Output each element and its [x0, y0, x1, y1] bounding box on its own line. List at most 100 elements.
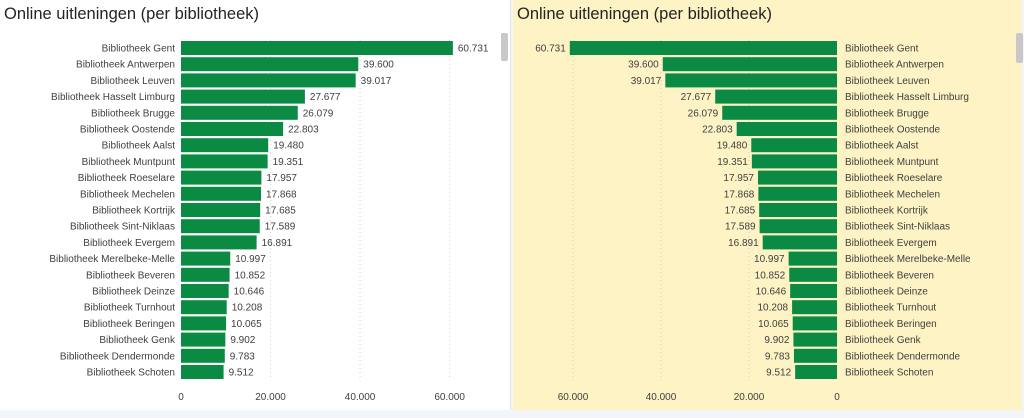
bar[interactable]: [181, 57, 359, 72]
bar[interactable]: [736, 122, 837, 136]
value-label: 10.997: [235, 254, 266, 265]
category-labels-right: Bibliotheek Gent Bibliotheek Antwerpen Bib…: [845, 44, 971, 379]
x-axis-ticks-right: 0 20.000 40.000 60.000: [558, 392, 841, 403]
value-labels-right: 60.731 39.600 39.017 27.677 26.079 22.803 19.4…: [535, 44, 791, 379]
scrollbar-right[interactable]: [1016, 33, 1023, 63]
bar[interactable]: [759, 203, 837, 217]
category-label: Bibliotheek Schoten: [87, 368, 175, 379]
value-label: 19.480: [273, 141, 304, 152]
bars-right: [569, 41, 837, 379]
bar[interactable]: [788, 251, 837, 266]
x-tick-label: 60.000: [558, 392, 589, 403]
category-label: Bibliotheek Roeselare: [78, 173, 176, 184]
category-labels-left: Bibliotheek Gent Bibliotheek Antwerpen Bib…: [49, 44, 176, 379]
category-label: Bibliotheek Leuven: [845, 76, 930, 87]
bar[interactable]: [757, 170, 837, 185]
category-label: Bibliotheek Muntpunt: [845, 157, 939, 168]
bar[interactable]: [751, 138, 837, 153]
bar[interactable]: [789, 267, 837, 282]
value-label: 19.480: [717, 141, 748, 152]
bar[interactable]: [181, 203, 261, 217]
x-tick-label: 40.000: [345, 392, 376, 403]
bar[interactable]: [665, 73, 837, 88]
category-label: Bibliotheek Brugge: [91, 108, 175, 119]
chart-title-right: Online uitleningen (per bibliotheek): [517, 5, 772, 23]
value-label: 19.351: [717, 157, 748, 168]
bar[interactable]: [758, 186, 837, 201]
bar[interactable]: [181, 235, 257, 250]
value-label: 9.783: [765, 351, 790, 362]
bar[interactable]: [715, 89, 837, 104]
value-label: 60.731: [458, 44, 489, 55]
x-tick-label: 0: [834, 392, 840, 403]
category-label: Bibliotheek Merelbeke-Melle: [845, 254, 971, 265]
value-label: 19.351: [273, 157, 304, 168]
value-label: 27.677: [310, 92, 341, 103]
bar[interactable]: [181, 41, 453, 55]
value-label: 39.600: [363, 60, 394, 71]
chart-panel-right: Online uitleningen (per bibliotheek) Bib…: [513, 0, 1023, 410]
scrollbar-left[interactable]: [501, 33, 508, 61]
category-label: Bibliotheek Antwerpen: [76, 60, 175, 71]
value-label: 26.079: [688, 108, 719, 119]
bar[interactable]: [759, 219, 837, 234]
bar[interactable]: [181, 186, 261, 201]
bar[interactable]: [792, 300, 837, 315]
x-tick-label: 0: [178, 392, 184, 403]
value-label: 39.017: [361, 76, 392, 87]
chart-panel-left: Online uitleningen (per bibliotheek) Bib…: [0, 0, 511, 410]
bar[interactable]: [751, 154, 837, 169]
bar[interactable]: [795, 365, 837, 379]
value-label: 17.685: [265, 206, 296, 217]
x-tick-label: 60.000: [434, 392, 465, 403]
bar[interactable]: [722, 105, 837, 120]
value-label: 10.208: [232, 303, 263, 314]
bar[interactable]: [181, 219, 260, 234]
value-label: 16.891: [728, 238, 759, 249]
bar[interactable]: [793, 332, 837, 347]
bar[interactable]: [790, 284, 837, 298]
bar[interactable]: [569, 41, 837, 55]
bar[interactable]: [181, 154, 268, 169]
bar[interactable]: [793, 348, 837, 363]
bar[interactable]: [181, 122, 284, 136]
bar[interactable]: [181, 284, 229, 298]
value-label: 22.803: [288, 125, 319, 136]
bar[interactable]: [181, 138, 269, 153]
bar[interactable]: [181, 300, 227, 315]
bar[interactable]: [181, 251, 231, 266]
category-label: Bibliotheek Muntpunt: [82, 157, 176, 168]
bar[interactable]: [792, 316, 837, 331]
bar[interactable]: [181, 89, 305, 104]
bar[interactable]: [181, 365, 224, 379]
value-label: 10.208: [757, 303, 788, 314]
bar[interactable]: [181, 73, 356, 88]
bar[interactable]: [181, 267, 230, 282]
bar[interactable]: [181, 105, 298, 120]
x-tick-label: 40.000: [646, 392, 677, 403]
value-label: 26.079: [303, 108, 334, 119]
value-label: 17.589: [265, 222, 296, 233]
value-labels-left: 60.731 39.600 39.017 27.677 26.079 22.803 19.4…: [229, 44, 489, 379]
category-label: Bibliotheek Dendermonde: [60, 351, 176, 362]
bar[interactable]: [181, 332, 226, 347]
value-label: 10.997: [754, 254, 785, 265]
category-label: Bibliotheek Kortrijk: [92, 206, 176, 217]
bar[interactable]: [762, 235, 837, 250]
bar-chart-left: Bibliotheek Gent Bibliotheek Antwerpen Bib…: [49, 40, 489, 403]
bar[interactable]: [181, 316, 227, 331]
value-label: 39.600: [628, 60, 659, 71]
category-label: Bibliotheek Aalst: [845, 141, 919, 152]
value-label: 9.783: [230, 351, 255, 362]
value-label: 10.852: [755, 270, 786, 281]
value-label: 9.902: [230, 335, 255, 346]
category-label: Bibliotheek Mechelen: [845, 189, 940, 200]
value-label: 9.512: [766, 368, 791, 379]
category-label: Bibliotheek Evergem: [83, 238, 175, 249]
bar[interactable]: [181, 348, 225, 363]
chart-title-left: Online uitleningen (per bibliotheek): [4, 5, 259, 23]
bar[interactable]: [662, 57, 837, 72]
value-label: 17.685: [725, 206, 756, 217]
bar[interactable]: [181, 170, 262, 185]
value-label: 9.512: [229, 368, 254, 379]
